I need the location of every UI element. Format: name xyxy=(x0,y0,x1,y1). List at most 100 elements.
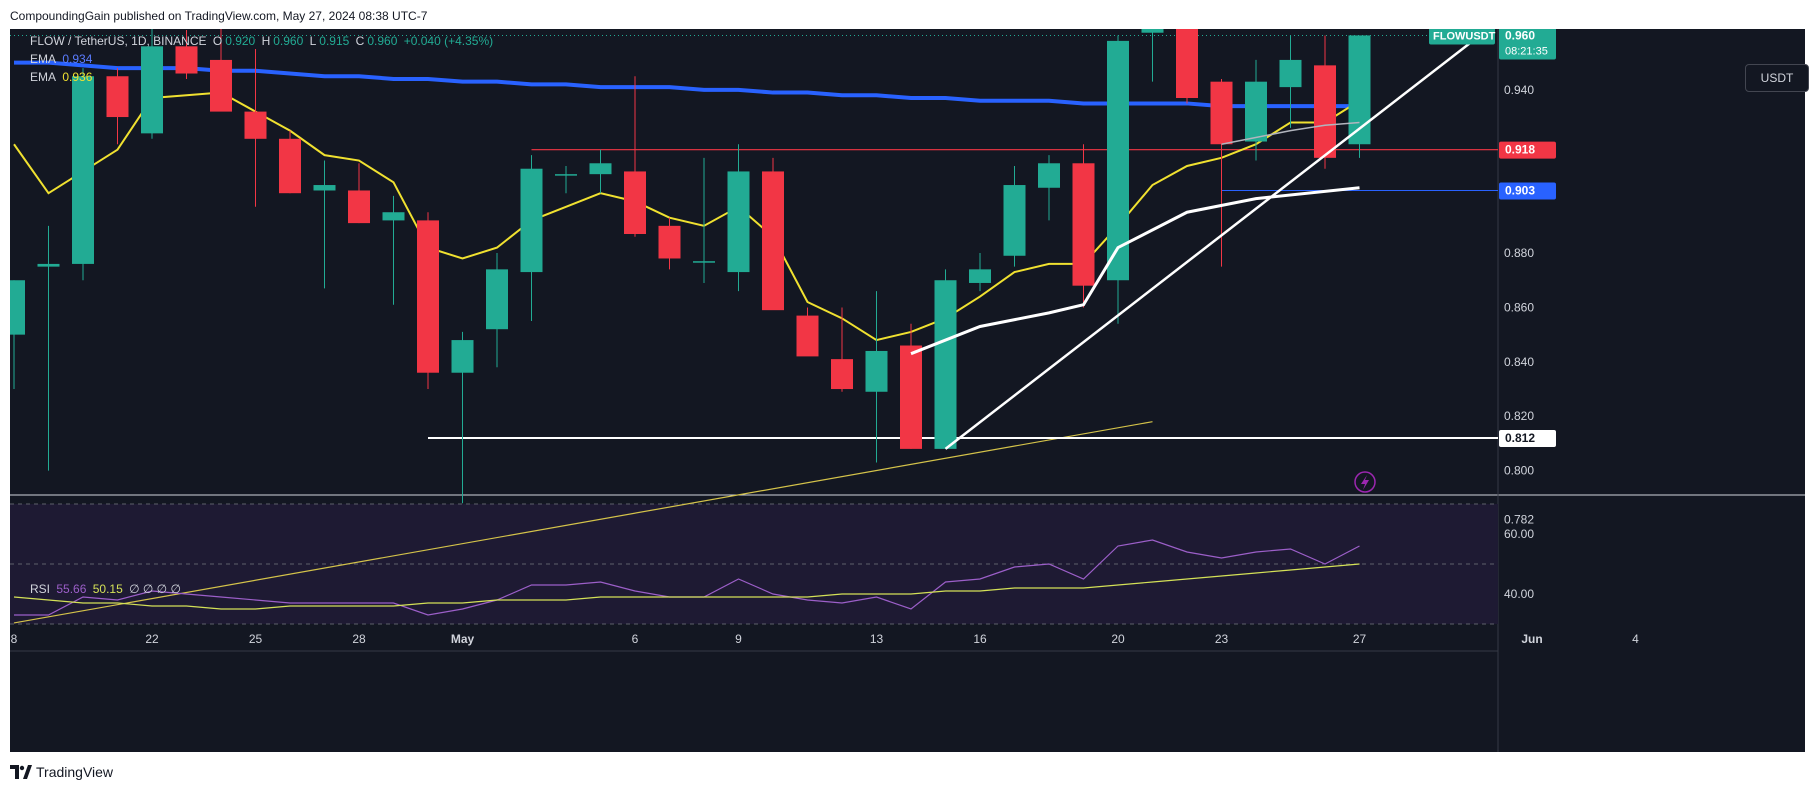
time-tick-label: 20 xyxy=(1111,632,1125,646)
candle-body xyxy=(589,163,612,175)
time-tick-label: Jun xyxy=(1521,632,1542,646)
candle-body xyxy=(1072,163,1095,286)
candle-body xyxy=(175,46,198,74)
price-label-text: 0.960 xyxy=(1505,29,1535,42)
candle-body xyxy=(1348,35,1371,145)
candle-body xyxy=(555,174,577,176)
candle-body xyxy=(1141,29,1164,33)
lightning-icon xyxy=(1354,471,1376,493)
candle-body xyxy=(10,280,25,335)
candle-body xyxy=(37,263,60,267)
rsi-extras: ∅ ∅ ∅ ∅ xyxy=(129,582,181,596)
candle-body xyxy=(417,220,439,373)
white-curve xyxy=(910,186,1360,356)
candle-body xyxy=(693,261,715,263)
price-label-box xyxy=(1499,29,1556,60)
ema2-legend: EMA 0.936 xyxy=(30,70,95,84)
high-label: H xyxy=(261,34,271,48)
publisher-header: CompoundingGain published on TradingView… xyxy=(10,9,428,23)
ema-slow-line xyxy=(14,60,1360,109)
time-tick-label: 23 xyxy=(1215,632,1229,646)
candle-body xyxy=(831,359,853,390)
candle-body xyxy=(969,269,991,283)
ema1-value: 0.934 xyxy=(62,52,93,66)
brand-name: TradingView xyxy=(36,764,114,780)
time-tick-label: May xyxy=(451,632,475,646)
candle-body xyxy=(1245,81,1267,142)
tradingview-icon xyxy=(10,765,32,779)
low-value: 0.915 xyxy=(319,34,350,48)
candle-body xyxy=(210,59,232,112)
symbol-tag-box xyxy=(1429,29,1495,45)
candle-body xyxy=(1314,65,1336,158)
symbol-tag-text: FLOWUSDT xyxy=(1433,30,1496,42)
candle-body xyxy=(106,76,129,118)
candle-body xyxy=(1279,59,1302,88)
symbol-name: FLOW / TetherUS, 1D, BINANCE xyxy=(30,34,207,48)
price-label-text: 0.812 xyxy=(1505,431,1535,445)
open-value: 0.920 xyxy=(225,34,256,48)
symbol-legend: FLOW / TetherUS, 1D, BINANCE O 0.920 H 0.9… xyxy=(30,34,496,48)
time-tick-label: 4 xyxy=(1632,632,1639,646)
ema1-label: EMA xyxy=(30,52,57,66)
rsi-ma-line xyxy=(13,563,1360,610)
price-tick-label: 0.940 xyxy=(1504,83,1534,97)
low-label: L xyxy=(309,34,317,48)
time-tick-label: 22 xyxy=(145,632,159,646)
candle-body xyxy=(934,280,957,449)
price-tick-label: 0.860 xyxy=(1504,300,1534,314)
candle-body xyxy=(451,340,474,373)
close-label: C xyxy=(355,34,365,48)
ascending-trendline xyxy=(944,29,1491,450)
candle-body xyxy=(486,269,508,330)
rsi-tick-label: 60.00 xyxy=(1504,527,1534,541)
price-label-box xyxy=(1499,182,1556,200)
lightning-bolt-icon xyxy=(1361,475,1369,490)
candle-body xyxy=(1176,29,1198,99)
price-label-box xyxy=(1499,430,1556,447)
candle-body xyxy=(658,225,681,259)
candle-body xyxy=(244,111,267,139)
time-tick-label: 28 xyxy=(352,632,366,646)
candle-body xyxy=(1107,40,1129,281)
price-tick-label: 0.782 xyxy=(1504,513,1534,527)
long-trendline xyxy=(13,421,1153,624)
candle-body xyxy=(382,212,405,221)
ema-fast-line xyxy=(13,91,1361,342)
rsi-ma-value: 50.15 xyxy=(92,582,123,596)
ema2-value: 0.936 xyxy=(62,70,93,84)
countdown-label: 08:21:35 xyxy=(1505,45,1548,57)
candle-body xyxy=(1210,81,1233,145)
rsi-label: RSI xyxy=(30,582,51,596)
candle-body xyxy=(865,350,888,392)
candle-body xyxy=(520,168,543,273)
chart-frame[interactable]: 1.0200.9800.9400.8800.8600.8400.8200.800… xyxy=(10,29,1809,752)
tradingview-logo[interactable]: TradingView xyxy=(10,764,113,780)
price-label-box xyxy=(1499,141,1556,159)
rsi-value: 55.66 xyxy=(56,582,87,596)
price-tick-label: 0.880 xyxy=(1504,246,1534,260)
candle-body xyxy=(279,138,301,194)
gray-curve xyxy=(1221,121,1360,145)
candle-body xyxy=(762,171,784,311)
candle-body xyxy=(900,345,922,449)
time-tick-label: 13 xyxy=(870,632,884,646)
time-tick-label: 27 xyxy=(1353,632,1367,646)
price-tick-label: 0.800 xyxy=(1504,464,1534,478)
currency-button[interactable]: USDT xyxy=(1745,64,1809,92)
candle-body xyxy=(1003,185,1026,256)
close-value: 0.960 xyxy=(367,34,398,48)
price-tick-label: 0.840 xyxy=(1504,355,1534,369)
time-tick-label: 9 xyxy=(735,632,742,646)
candle-body xyxy=(72,76,94,264)
open-label: O xyxy=(212,34,223,48)
price-tick-label: 0.820 xyxy=(1504,409,1534,423)
price-label-text: 0.903 xyxy=(1505,183,1535,197)
candle-body xyxy=(1038,163,1060,188)
ema2-label: EMA xyxy=(30,70,57,84)
candle-body xyxy=(624,171,646,234)
candle-body xyxy=(727,171,750,273)
time-tick-label: 8 xyxy=(11,632,18,646)
candle-body xyxy=(141,46,163,134)
chart-canvas[interactable]: 1.0200.9800.9400.8800.8600.8400.8200.800… xyxy=(10,29,1805,752)
